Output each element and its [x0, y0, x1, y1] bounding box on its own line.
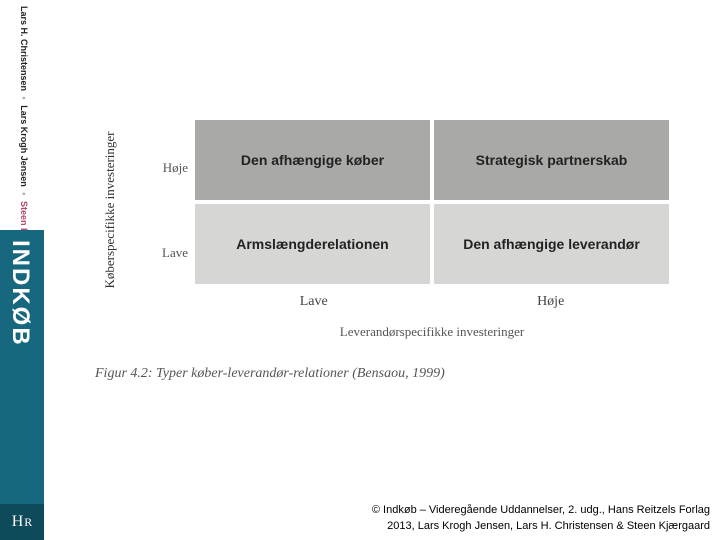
figure: Køberspecifikke investeringer Høje Lave …	[95, 120, 675, 382]
y-tick-low: Lave	[148, 245, 188, 261]
cell-bot-right: Den afhængige leverandør	[434, 204, 669, 284]
sidebar-authors: Lars H. Christensen • Lars Krogh Jensen …	[0, 0, 44, 230]
logo-letter-b: R	[24, 515, 32, 530]
credit-line-2: 2013, Lars Krogh Jensen, Lars H. Christe…	[372, 519, 710, 534]
sidebar: Lars H. Christensen • Lars Krogh Jensen …	[0, 0, 44, 540]
x-tick-low: Lave	[300, 294, 328, 310]
cell-bot-left: Armslængderelationen	[195, 204, 430, 284]
separator-dot: •	[19, 94, 29, 103]
cell-top-right: Strategisk partnerskab	[434, 120, 669, 200]
credit-line-1: © Indkøb – Videregående Uddannelser, 2. …	[372, 503, 710, 518]
author-1: Lars H. Christensen	[19, 6, 29, 91]
publisher-logo: HR	[0, 504, 44, 540]
x-axis-label: Leverandørspecifikke investeringer	[195, 324, 669, 340]
cell-top-left: Den afhængige køber	[195, 120, 430, 200]
y-axis-label: Køberspecifikke investeringer	[102, 120, 118, 300]
x-tick-high: Høje	[537, 294, 564, 310]
y-tick-high: Høje	[148, 160, 188, 176]
sidebar-title-strip: INDKØB	[0, 230, 44, 540]
matrix-wrap: Køberspecifikke investeringer Høje Lave …	[150, 120, 675, 340]
separator-dot: •	[19, 189, 29, 198]
book-title: INDKØB	[6, 240, 34, 520]
logo-letter-a: H	[12, 513, 24, 531]
x-ticks: Lave Høje	[195, 294, 669, 310]
figure-caption: Figur 4.2: Typer køber-leverandør-relati…	[95, 366, 675, 382]
matrix-grid: Den afhængige køber Strategisk partnersk…	[195, 120, 675, 284]
credit-block: © Indkøb – Videregående Uddannelser, 2. …	[372, 503, 710, 534]
author-2: Lars Krogh Jensen	[19, 105, 29, 187]
